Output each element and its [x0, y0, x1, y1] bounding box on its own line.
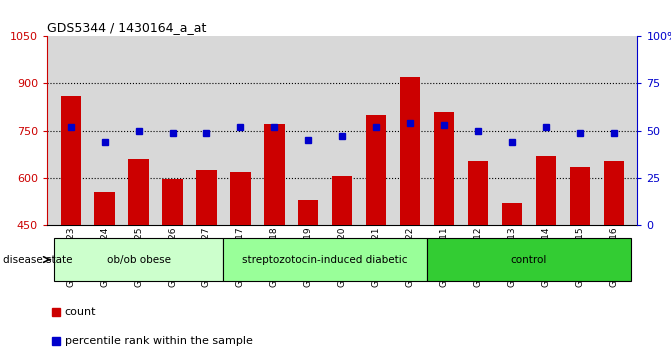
Text: ob/ob obese: ob/ob obese [107, 254, 170, 265]
Bar [230, 172, 250, 225]
Bar [400, 77, 420, 225]
Text: control: control [511, 254, 547, 265]
Bar [366, 115, 386, 225]
Bar [502, 203, 522, 225]
Text: streptozotocin-induced diabetic: streptozotocin-induced diabetic [242, 254, 408, 265]
Bar [603, 160, 624, 225]
Bar [197, 170, 217, 225]
Bar [60, 96, 81, 225]
Bar [95, 192, 115, 225]
Bar [570, 167, 590, 225]
Bar [298, 200, 319, 225]
Text: GDS5344 / 1430164_a_at: GDS5344 / 1430164_a_at [47, 21, 207, 34]
FancyBboxPatch shape [223, 238, 427, 281]
Bar [162, 179, 183, 225]
Bar [535, 156, 556, 225]
Bar [264, 125, 285, 225]
Bar [468, 160, 488, 225]
Text: percentile rank within the sample: percentile rank within the sample [64, 336, 252, 346]
Bar [434, 112, 454, 225]
Text: count: count [64, 307, 96, 317]
Bar [332, 176, 352, 225]
FancyBboxPatch shape [54, 238, 223, 281]
Text: disease state: disease state [3, 254, 73, 265]
Bar [128, 159, 149, 225]
FancyBboxPatch shape [427, 238, 631, 281]
